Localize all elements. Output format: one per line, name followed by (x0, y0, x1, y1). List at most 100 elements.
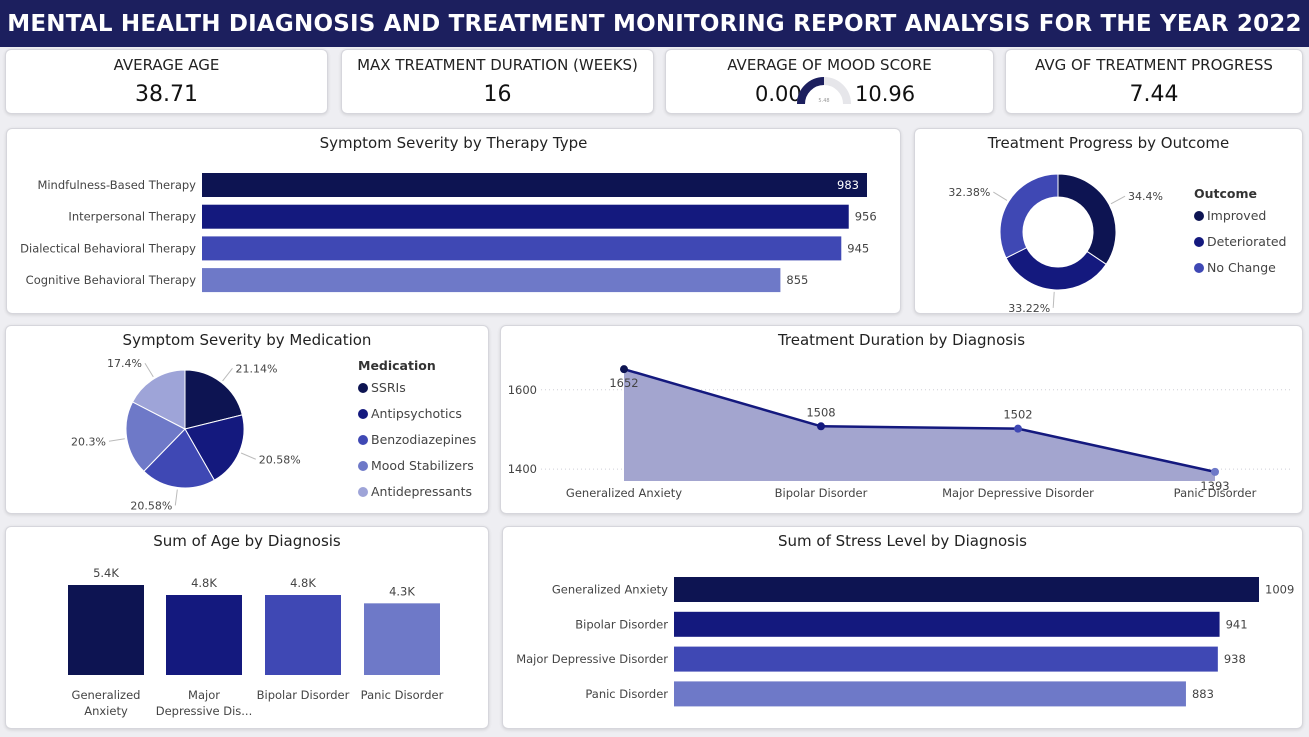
legend-marker (358, 487, 368, 497)
duration-area-chart: 1600 1400 1652 Generalized Anxiety 1508 Bipol… (508, 365, 1291, 500)
data-label: 956 (855, 210, 877, 224)
data-label: 21.14% (235, 362, 277, 375)
kpi-value: 16 (483, 82, 512, 107)
legend-label: Antidepressants (371, 484, 472, 499)
pie-slice (999, 173, 1059, 259)
category-label: Major (188, 688, 220, 702)
bar (674, 646, 1218, 672)
column (68, 585, 144, 675)
kpi-card-average-age[interactable]: AVERAGE AGE 38.71 (5, 49, 328, 114)
bar (674, 577, 1259, 602)
data-label: 1009 (1265, 583, 1294, 597)
y-tick-label: 1600 (508, 383, 537, 397)
kpi-value: 7.44 (1129, 82, 1179, 107)
series-line (623, 367, 1216, 474)
outcome-donut-chart: 34.4% 33.22% 32.38% Outcome Improved Deterior… (948, 173, 1287, 313)
age-column-chart: 5.4K Generalized Anxiety 4.8K Major Depressiv… (68, 566, 444, 718)
legend-label: Antipsychotics (371, 406, 462, 421)
pie-slice (143, 428, 216, 489)
category-label: Panic Disorder (361, 688, 444, 702)
kpi-label: AVERAGE OF MOOD SCORE (727, 56, 932, 74)
category-label: Interpersonal Therapy (68, 210, 196, 224)
therapy-chart-card[interactable]: Symptom Severity by Therapy Type Mindful… (6, 128, 901, 314)
legend-marker (1194, 237, 1204, 247)
data-label: 20.3% (71, 435, 106, 448)
legend-label: Mood Stabilizers (371, 458, 474, 473)
chart-title: Symptom Severity by Medication (122, 331, 372, 349)
legend-marker (358, 383, 368, 393)
data-label: 17.4% (107, 357, 142, 370)
label-leader (240, 452, 256, 460)
age-chart-card[interactable]: Sum of Age by Diagnosis 5.4K Generalized A… (5, 526, 489, 729)
data-point (817, 422, 825, 431)
legend-label: SSRIs (371, 380, 406, 395)
data-label: 1393 (1200, 479, 1229, 493)
category-label: Mindfulness-Based Therapy (37, 178, 196, 192)
data-label: 1502 (1003, 408, 1032, 422)
category-label: Panic Disorder (585, 687, 668, 701)
legend-label: No Change (1207, 260, 1276, 275)
label-leader (993, 191, 1008, 201)
duration-chart-card[interactable]: Treatment Duration by Diagnosis 1600 1400… (500, 325, 1303, 514)
gauge-max-value: 10.96 (855, 82, 916, 106)
kpi-card-mood-gauge[interactable]: AVERAGE OF MOOD SCORE 0.00 5.48 10.96 (665, 49, 994, 114)
label-leader (108, 438, 125, 442)
medication-pie-chart: 21.14% 20.58% 20.58% 20.3% 17.4% Medication SS… (71, 357, 476, 512)
x-tick-label: Generalized Anxiety (566, 486, 682, 500)
mood-gauge: 5.48 (797, 77, 851, 105)
x-tick-label: Bipolar Disorder (775, 486, 868, 500)
column (265, 595, 341, 675)
legend-label: Deteriorated (1207, 234, 1287, 249)
label-leader (1110, 195, 1126, 205)
legend-marker (358, 435, 368, 445)
kpi-card-max-duration[interactable]: MAX TREATMENT DURATION (WEEKS) 16 (341, 49, 654, 114)
data-label: 20.58% (259, 453, 301, 466)
data-label: 941 (1226, 617, 1248, 631)
bar (202, 268, 781, 293)
kpi-label: MAX TREATMENT DURATION (WEEKS) (357, 56, 638, 74)
legend-marker (1194, 263, 1204, 273)
pie-slice (184, 414, 245, 481)
pie-slice (184, 369, 243, 430)
bar (674, 611, 1220, 637)
medication-chart-card[interactable]: Symptom Severity by Medication 21.14% 20.… (5, 325, 489, 514)
report-title: MENTAL HEALTH DIAGNOSIS AND TREATMENT MO… (7, 10, 1302, 37)
bar (202, 236, 842, 261)
pie-slice (1057, 173, 1117, 265)
column (166, 595, 242, 675)
chart-title: Sum of Age by Diagnosis (153, 532, 341, 550)
legend-title: Outcome (1194, 186, 1257, 201)
chart-title: Treatment Progress by Outcome (987, 134, 1230, 152)
bar (202, 204, 849, 229)
data-label: 983 (837, 178, 859, 192)
data-point (620, 365, 628, 374)
stress-chart-card[interactable]: Sum of Stress Level by Diagnosis General… (502, 526, 1303, 729)
category-label: Depressive Dis... (156, 704, 253, 718)
data-label: 855 (786, 273, 808, 287)
data-label: 5.4K (93, 566, 119, 580)
bar (202, 173, 867, 197)
kpi-label: AVG OF TREATMENT PROGRESS (1035, 56, 1273, 74)
data-label: 33.22% (1008, 302, 1050, 313)
category-label: Generalized (72, 688, 141, 702)
legend-marker (358, 409, 368, 419)
data-label: 4.3K (389, 584, 415, 598)
area-fill (624, 369, 1215, 481)
label-leader (174, 489, 178, 506)
kpi-card-avg-progress[interactable]: AVG OF TREATMENT PROGRESS 7.44 (1005, 49, 1303, 114)
data-point (1014, 424, 1022, 433)
category-label: Anxiety (84, 704, 128, 718)
data-label: 20.58% (130, 499, 172, 512)
category-label: Major Depressive Disorder (516, 652, 668, 666)
bar (674, 681, 1186, 707)
label-leader (222, 368, 233, 382)
data-label: 34.4% (1128, 190, 1163, 203)
stress-bar-chart: Generalized Anxiety 1009 Bipolar Disorder 9… (516, 577, 1294, 707)
data-point (1211, 467, 1219, 476)
data-label: 938 (1224, 652, 1246, 666)
outcome-chart-card[interactable]: Treatment Progress by Outcome 34.4% 33.22… (914, 128, 1303, 314)
x-tick-label: Major Depressive Disorder (942, 486, 1094, 500)
legend-label: Improved (1207, 208, 1266, 223)
gauge-fill (797, 77, 825, 105)
legend-title: Medication (358, 358, 436, 373)
